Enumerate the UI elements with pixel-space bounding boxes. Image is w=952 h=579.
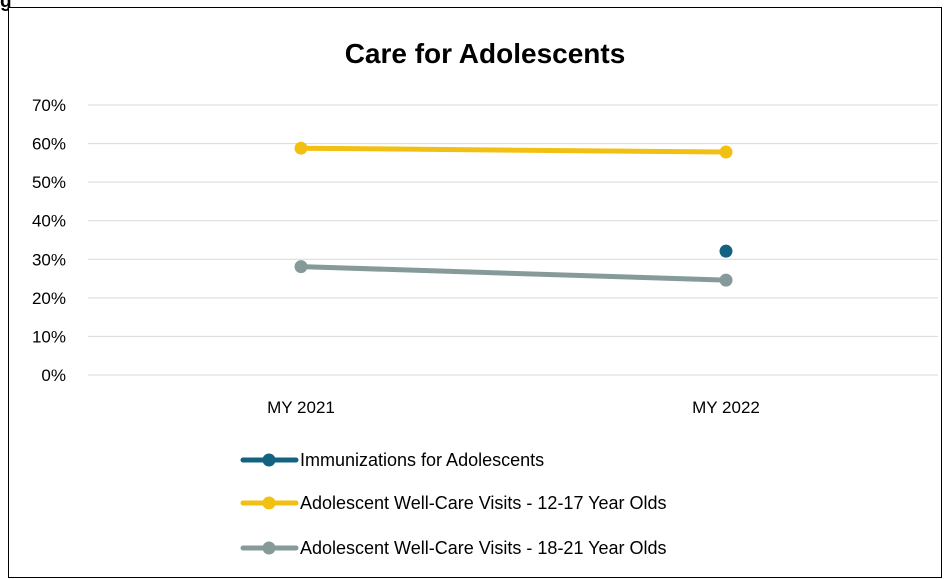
y-tick-label: 10% <box>32 327 66 346</box>
legend-label: Immunizations for Adolescents <box>300 450 544 470</box>
y-tick-label: 40% <box>32 212 66 231</box>
y-tick-label: 60% <box>32 135 66 154</box>
data-point <box>719 244 733 258</box>
legend-swatch-marker <box>262 541 276 555</box>
legend-item: Adolescent Well-Care Visits - 18-21 Year… <box>240 538 667 558</box>
y-tick-label: 70% <box>32 96 66 115</box>
chart-frame <box>8 7 942 578</box>
series-line <box>298 264 729 283</box>
legend-item: Adolescent Well-Care Visits - 12-17 Year… <box>240 493 667 513</box>
legend-swatch-marker <box>262 453 276 467</box>
series-line <box>298 145 729 155</box>
data-point <box>294 260 308 274</box>
chart-title: Care for Adolescents <box>345 38 626 69</box>
series-1 <box>719 244 733 258</box>
y-tick-label: 30% <box>32 250 66 269</box>
figure-label: g <box>0 0 12 12</box>
legend-label: Adolescent Well-Care Visits - 18-21 Year… <box>300 538 667 558</box>
series-lines <box>294 141 733 287</box>
legend-swatch-marker <box>262 496 276 510</box>
x-tick-label: MY 2021 <box>267 398 335 417</box>
x-axis-ticks: MY 2021 MY 2022 <box>267 398 760 417</box>
data-point <box>719 273 733 287</box>
y-tick-label: 0% <box>41 366 66 385</box>
y-axis-ticks: 0% 10% 20% 30% 40% 50% 60% 70% <box>32 96 66 385</box>
x-tick-label: MY 2022 <box>692 398 760 417</box>
legend-label: Adolescent Well-Care Visits - 12-17 Year… <box>300 493 667 513</box>
y-tick-label: 20% <box>32 289 66 308</box>
data-point <box>294 141 308 155</box>
y-tick-label: 50% <box>32 173 66 192</box>
series-3 <box>294 260 733 287</box>
legend: Immunizations for Adolescents Adolescent … <box>240 450 667 558</box>
data-point <box>719 145 733 159</box>
series-2 <box>294 141 733 159</box>
gridlines <box>88 104 938 376</box>
legend-item: Immunizations for Adolescents <box>240 450 544 470</box>
